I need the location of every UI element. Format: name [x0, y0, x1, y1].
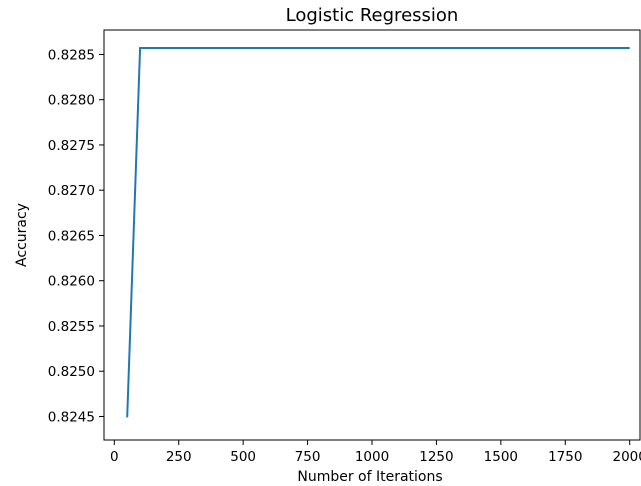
- y-tick-label: 0.8260: [48, 274, 95, 290]
- x-tick-label: 0: [110, 449, 119, 465]
- y-tick-label: 0.8265: [48, 228, 95, 244]
- accuracy-series-line: [126, 47, 630, 418]
- x-tick-label: 750: [295, 449, 321, 465]
- y-tick-label: 0.8285: [48, 47, 95, 63]
- x-tick-label: 1250: [419, 449, 453, 465]
- x-tick-label: 1000: [355, 449, 389, 465]
- x-tick-label: 500: [230, 449, 256, 465]
- x-tick-label: 1500: [484, 449, 518, 465]
- chart-title: Logistic Regression: [286, 5, 459, 26]
- y-axis-label: Accuracy: [14, 203, 30, 267]
- x-axis-label: Number of Iterations: [297, 469, 442, 485]
- x-tick-label: 250: [166, 449, 192, 465]
- plot-area-frame: [103, 29, 641, 441]
- y-tick-label: 0.8275: [48, 138, 95, 154]
- x-tick-label: 1750: [548, 449, 582, 465]
- y-tick-label: 0.8245: [48, 409, 95, 425]
- y-tick-label: 0.8270: [48, 183, 95, 199]
- y-tick-label: 0.8255: [48, 319, 95, 335]
- y-tick-label: 0.8280: [48, 93, 95, 109]
- y-axis-ticks: 0.8245 0.8250 0.8255 0.8260 0.8265 0.8270 0.82…: [48, 47, 104, 425]
- y-tick-label: 0.8250: [48, 364, 95, 380]
